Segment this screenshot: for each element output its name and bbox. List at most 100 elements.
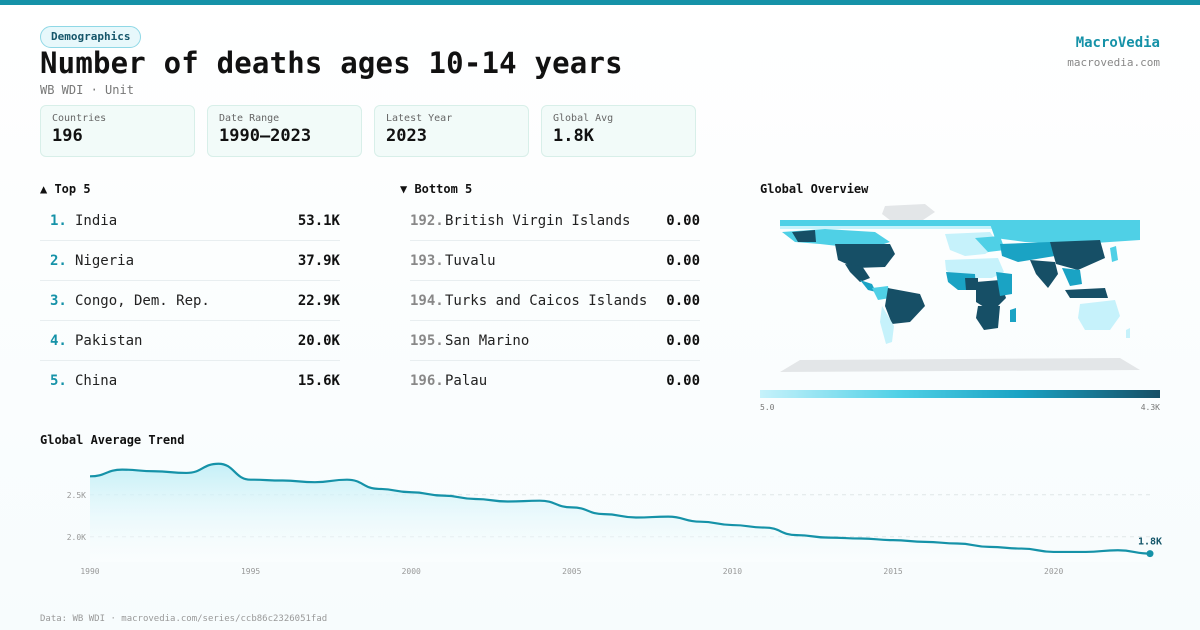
map-legend-max: 4.3K	[1140, 403, 1160, 412]
bottom5-list: 192. British Virgin Islands 0.00 193. Tu…	[410, 201, 700, 401]
stat-label: Latest Year	[386, 113, 453, 124]
x-tick-label: 2000	[402, 567, 421, 576]
map-region-antarctica	[780, 358, 1140, 372]
rank-number: 5.	[50, 373, 67, 389]
x-tick-label: 1995	[241, 567, 260, 576]
footer-source: Data: WB WDI · macrovedia.com/series/ccb…	[40, 614, 328, 624]
map-region-argentina	[880, 306, 894, 344]
map-region-brazil	[885, 288, 925, 324]
trend-last-label: 1.8K	[1138, 537, 1162, 548]
trend-heading: Global Average Trend	[40, 433, 185, 447]
country-name: India	[75, 213, 118, 229]
trend-line	[89, 462, 1151, 555]
brand-name[interactable]: MacroVedia	[1075, 35, 1160, 51]
country-value: 0.00	[666, 213, 700, 229]
list-item[interactable]: 192. British Virgin Islands 0.00	[410, 201, 700, 241]
map-region-central-america	[860, 280, 876, 292]
rank-number: 2.	[50, 253, 67, 269]
map-region-nigeria	[965, 278, 978, 290]
map-region-japan	[1110, 246, 1118, 262]
stat-card-global-avg: Global Avg 1.8K	[541, 105, 696, 157]
list-item[interactable]: 194. Turks and Caicos Islands 0.00	[410, 281, 700, 321]
trend-area	[90, 463, 1150, 562]
country-name: San Marino	[445, 333, 530, 349]
stat-label: Date Range	[219, 113, 280, 124]
stat-card-latest-year: Latest Year 2023	[374, 105, 529, 157]
top5-heading: ▲ Top 5	[40, 182, 91, 196]
map-region-east-africa	[996, 272, 1012, 296]
country-value: 15.6K	[297, 373, 340, 389]
rank-number: 196.	[410, 373, 444, 389]
list-item[interactable]: 3. Congo, Dem. Rep. 22.9K	[40, 281, 340, 321]
map-legend-min: 5.0	[760, 403, 775, 412]
stat-value: 1990–2023	[219, 126, 312, 146]
map-region-central-asia	[1000, 242, 1055, 262]
y-tick-label: 2.0K	[67, 533, 86, 542]
country-value: 0.00	[666, 373, 700, 389]
rank-number: 3.	[50, 293, 67, 309]
map-region-nz	[1126, 328, 1130, 338]
country-name: Tuvalu	[445, 253, 496, 269]
x-tick-label: 2015	[883, 567, 902, 576]
stat-value: 1.8K	[553, 126, 594, 146]
bottom5-heading: ▼ Bottom 5	[400, 182, 473, 196]
map-region-madagascar	[1010, 308, 1016, 322]
stat-card-date-range: Date Range 1990–2023	[207, 105, 362, 157]
global-average-trend-chart[interactable]: 2.0K 2.5K 1990 1995 2000 2005 2010 2015 2020 1.8…	[40, 452, 1170, 582]
map-region-india	[1030, 260, 1058, 288]
rank-number: 4.	[50, 333, 67, 349]
country-name: Congo, Dem. Rep.	[75, 293, 210, 309]
map-region-arctic-band	[780, 220, 1140, 226]
y-tick-label: 2.5K	[67, 491, 86, 500]
stat-card-countries: Countries 196	[40, 105, 195, 157]
map-region-usa	[835, 244, 895, 268]
country-name: British Virgin Islands	[445, 213, 631, 229]
page-subtitle: WB WDI · Unit	[40, 83, 134, 97]
map-region-indonesia	[1065, 288, 1108, 298]
country-value: 53.1K	[297, 213, 340, 229]
map-legend-gradient	[760, 390, 1160, 398]
map-region-china	[1050, 240, 1105, 270]
map-region-greenland	[882, 204, 935, 224]
country-value: 22.9K	[297, 293, 340, 309]
list-item[interactable]: 5. China 15.6K	[40, 361, 340, 401]
country-value: 37.9K	[297, 253, 340, 269]
rank-number: 192.	[410, 213, 444, 229]
world-choropleth-map[interactable]	[760, 202, 1160, 384]
country-name: Palau	[445, 373, 488, 389]
rank-number: 1.	[50, 213, 67, 229]
country-value: 20.0K	[297, 333, 340, 349]
country-name: Nigeria	[75, 253, 135, 269]
x-tick-label: 1990	[80, 567, 99, 576]
list-item[interactable]: 4. Pakistan 20.0K	[40, 321, 340, 361]
category-badge[interactable]: Demographics	[40, 26, 142, 48]
stat-value: 2023	[386, 126, 427, 146]
map-region-se-asia	[1062, 268, 1082, 286]
list-item[interactable]: 195. San Marino 0.00	[410, 321, 700, 361]
rank-number: 195.	[410, 333, 444, 349]
trend-last-point	[1146, 550, 1154, 558]
list-item[interactable]: 193. Tuvalu 0.00	[410, 241, 700, 281]
country-name: Turks and Caicos Islands	[445, 293, 648, 309]
brand-url[interactable]: macrovedia.com	[1067, 56, 1160, 69]
map-region-australia	[1078, 300, 1120, 330]
list-item[interactable]: 1. India 53.1K	[40, 201, 340, 241]
country-value: 0.00	[666, 333, 700, 349]
stat-label: Global Avg	[553, 113, 614, 124]
list-item[interactable]: 2. Nigeria 37.9K	[40, 241, 340, 281]
map-region-arctic-band-light	[780, 226, 1140, 229]
stat-label: Countries	[52, 113, 107, 124]
top5-list: 1. India 53.1K 2. Nigeria 37.9K 3. Congo…	[40, 201, 340, 401]
rank-number: 194.	[410, 293, 444, 309]
map-region-russia	[990, 224, 1140, 244]
map-region-colombia	[872, 286, 890, 300]
country-name: China	[75, 373, 118, 389]
page-title: Number of deaths ages 10-14 years	[40, 46, 623, 80]
x-tick-label: 2010	[723, 567, 742, 576]
map-region-mexico	[845, 264, 870, 282]
map-region-southern-africa	[976, 306, 1000, 330]
rank-number: 193.	[410, 253, 444, 269]
country-name: Pakistan	[75, 333, 143, 349]
list-item[interactable]: 196. Palau 0.00	[410, 361, 700, 401]
map-heading: Global Overview	[760, 182, 869, 196]
